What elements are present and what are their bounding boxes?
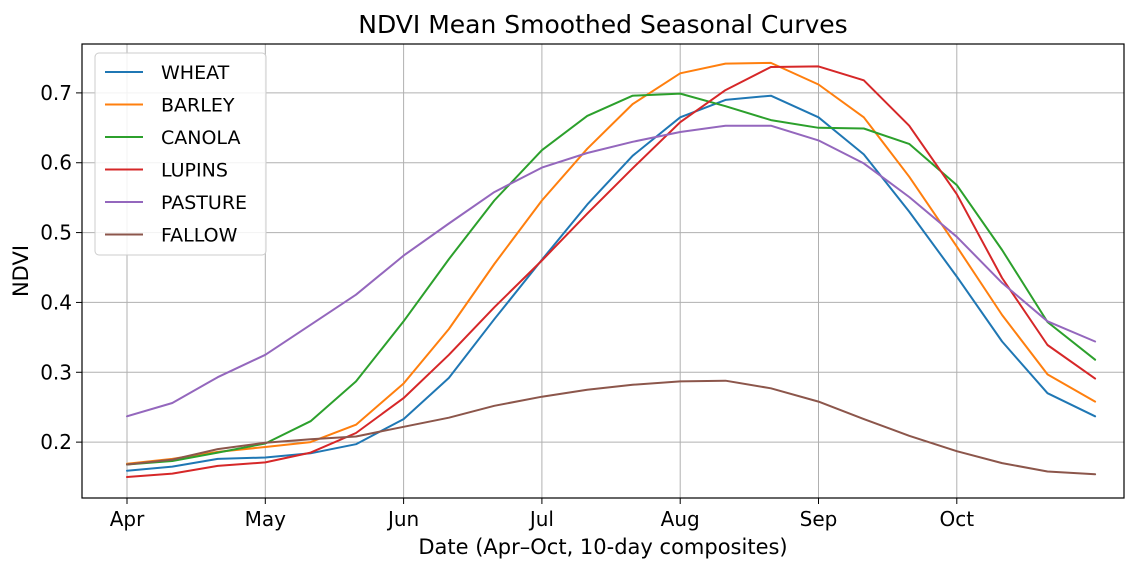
x-tick-label: May [245, 507, 287, 531]
legend-label-lupins: LUPINS [161, 160, 228, 182]
x-tick-label: Jun [386, 507, 419, 531]
y-axis-label: NDVI [9, 245, 33, 297]
y-tick-label: 0.2 [40, 430, 72, 454]
y-tick-label: 0.7 [40, 81, 72, 105]
series-lines [126, 61, 1097, 478]
y-tick-label: 0.6 [40, 151, 72, 175]
series-line-wheat [126, 94, 1097, 472]
x-axis-label: Date (Apr–Oct, 10-day composites) [418, 535, 787, 559]
x-tick-label: Apr [110, 507, 145, 531]
series-line-fallow [126, 379, 1097, 476]
y-axis-ticks: 0.2 0.3 0.4 0.5 0.6 0.7 [40, 81, 82, 454]
x-tick-label: Sep [800, 507, 838, 531]
y-tick-label: 0.3 [40, 360, 72, 384]
legend: WHEAT BARLEY CANOLA LUPINS PASTURE FALLOW [94, 52, 267, 256]
legend-label-fallow: FALLOW [161, 225, 238, 247]
series-line-lupins [126, 65, 1097, 478]
series-line-canola [126, 92, 1097, 466]
series-line-pasture [126, 124, 1097, 418]
plot-frame [81, 43, 1125, 499]
x-tick-label: Oct [940, 507, 975, 531]
legend-label-pasture: PASTURE [161, 192, 247, 214]
y-tick-label: 0.4 [40, 290, 72, 314]
x-axis-ticks: Apr May Jun Jul Aug Sep Oct [110, 498, 975, 531]
legend-label-canola: CANOLA [161, 127, 240, 149]
y-tick-label: 0.5 [40, 221, 72, 245]
series-line-barley [126, 61, 1097, 465]
legend-label-wheat: WHEAT [161, 62, 230, 84]
legend-label-barley: BARLEY [161, 95, 235, 117]
x-tick-label: Jul [528, 507, 554, 531]
x-tick-label: Aug [661, 507, 700, 531]
chart-title: NDVI Mean Smoothed Seasonal Curves [358, 10, 847, 39]
